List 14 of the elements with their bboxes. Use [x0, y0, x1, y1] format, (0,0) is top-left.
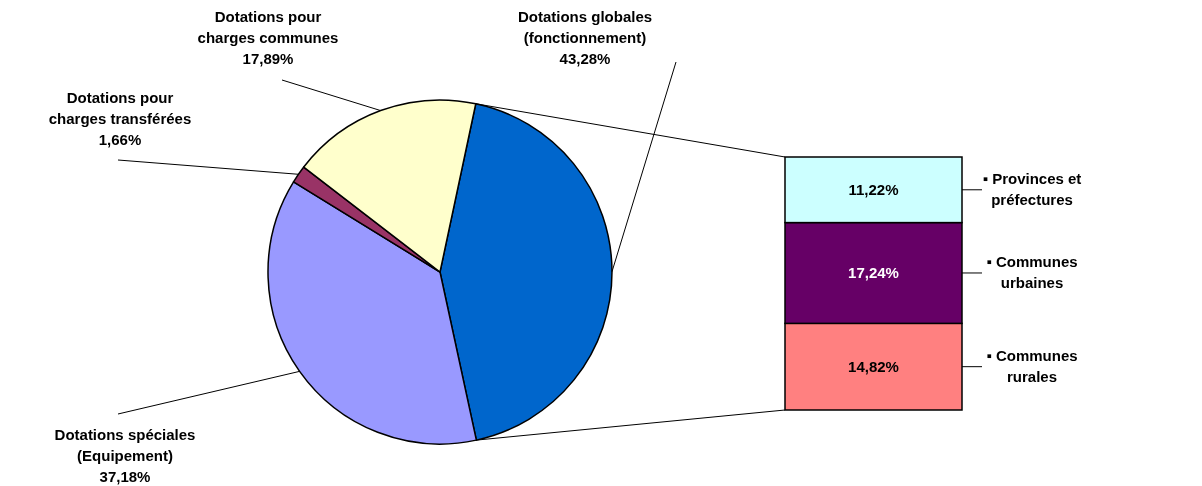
slice-label: Dotations pour charges communes: [197, 8, 339, 46]
data-label: 11,22%: [848, 180, 899, 198]
legend-label: ▪ Communes rurales: [986, 347, 1078, 386]
data-label: 43,28%: [559, 50, 611, 67]
legend-label: ▪ Provinces et préfectures: [982, 170, 1082, 209]
data-label: 37,18%: [99, 468, 151, 485]
slice-label: Dotations spéciales (Equipement): [54, 426, 196, 464]
data-label: 14,82%: [848, 357, 899, 375]
legend-label: ▪ Communes urbaines: [986, 253, 1078, 292]
slice-label: Dotations pour charges transférées: [48, 89, 192, 127]
data-label: 1,66%: [98, 131, 142, 148]
data-label: 17,24%: [848, 263, 899, 281]
slice-label: Dotations globales (fonctionnement): [517, 8, 653, 46]
data-label: 17,89%: [242, 50, 294, 67]
